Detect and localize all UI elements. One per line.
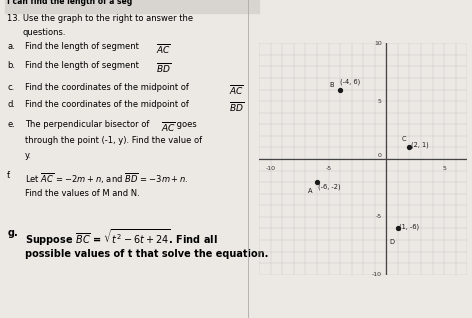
Text: Suppose $\overline{BC}$ = $\sqrt{t^2 - 6t + 24}$. Find all: Suppose $\overline{BC}$ = $\sqrt{t^2 - 6… <box>25 228 218 248</box>
Text: $\overline{AC}$: $\overline{AC}$ <box>156 42 171 56</box>
Text: through the point (-1, y). Find the value of: through the point (-1, y). Find the valu… <box>25 135 202 145</box>
Text: f.: f. <box>7 171 12 181</box>
Text: c.: c. <box>7 83 15 92</box>
Text: $\overline{AC}$: $\overline{AC}$ <box>228 83 244 97</box>
Text: -10: -10 <box>372 272 382 277</box>
Text: -5: -5 <box>326 166 331 171</box>
Text: b.: b. <box>7 61 15 70</box>
Text: e.: e. <box>7 120 15 129</box>
Text: 5: 5 <box>442 166 446 171</box>
Text: Find the coordinates of the midpoint of: Find the coordinates of the midpoint of <box>25 83 192 92</box>
Text: Find the coordinates of the midpoint of: Find the coordinates of the midpoint of <box>25 100 192 109</box>
Text: $\overline{AC}$: $\overline{AC}$ <box>161 120 176 134</box>
Text: D: D <box>390 239 395 245</box>
Text: $\overline{BD}$: $\overline{BD}$ <box>228 100 244 114</box>
Text: goes: goes <box>174 120 197 129</box>
Text: Find the values of M and N.: Find the values of M and N. <box>25 189 140 197</box>
Text: The perpendicular bisector of: The perpendicular bisector of <box>25 120 152 129</box>
Text: a.: a. <box>7 42 15 51</box>
Text: -5: -5 <box>376 214 382 219</box>
Text: 0: 0 <box>378 153 382 158</box>
Text: possible values of t that solve the equation.: possible values of t that solve the equa… <box>25 249 269 259</box>
Bar <box>5 0 259 12</box>
Text: I can find the length of a seg: I can find the length of a seg <box>7 0 133 6</box>
Text: y.: y. <box>25 151 32 160</box>
Text: (1, -6): (1, -6) <box>399 224 419 231</box>
Text: questions.: questions. <box>23 28 66 37</box>
Text: A: A <box>308 188 312 194</box>
Text: -10: -10 <box>266 166 276 171</box>
Text: g.: g. <box>7 228 18 238</box>
Text: B: B <box>329 82 334 88</box>
Text: $\overline{BD}$: $\overline{BD}$ <box>156 61 171 75</box>
Text: 5: 5 <box>378 99 382 104</box>
Text: 10: 10 <box>374 41 382 46</box>
Text: C: C <box>401 136 406 142</box>
Text: Find the length of segment: Find the length of segment <box>25 61 142 70</box>
Text: (-4, 6): (-4, 6) <box>340 79 360 85</box>
Text: (-6, -2): (-6, -2) <box>318 183 341 190</box>
Text: 13. Use the graph to the right to answer the: 13. Use the graph to the right to answer… <box>7 14 194 23</box>
Text: (2, 1): (2, 1) <box>411 142 429 149</box>
Text: Let $\overline{AC}$ = $-2m + n$, and $\overline{BD}$ = $-3m + n$.: Let $\overline{AC}$ = $-2m + n$, and $\o… <box>25 171 189 185</box>
Text: d.: d. <box>7 100 15 109</box>
Text: Find the length of segment: Find the length of segment <box>25 42 142 51</box>
